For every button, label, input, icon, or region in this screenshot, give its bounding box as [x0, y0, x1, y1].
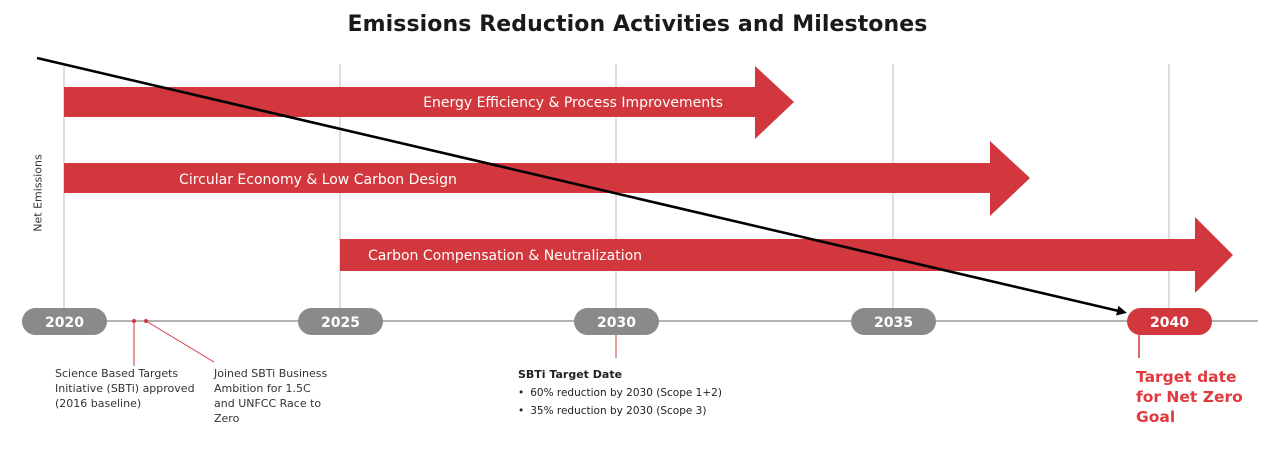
year-pill-2040: 2040 — [1127, 308, 1212, 335]
year-pill-2030: 2030 — [574, 308, 659, 335]
sbti-target-item: 60% reduction by 2030 (Scope 1+2) — [518, 384, 722, 402]
milestone-note-sbti-target: SBTi Target Date 60% reduction by 2030 (… — [518, 366, 722, 420]
activity-arrow-energy-efficiency: Energy Efficiency & Process Improvements — [64, 66, 794, 139]
activity-label-carbon-compensation: Carbon Compensation & Neutralization — [368, 248, 642, 264]
activity-arrow-carbon-compensation: Carbon Compensation & Neutralization — [340, 217, 1233, 293]
year-pill-2020: 2020 — [22, 308, 107, 335]
sbti-target-heading: SBTi Target Date — [518, 368, 623, 381]
year-label-2025: 2025 — [321, 315, 360, 331]
net-emissions-trend-line — [36, 56, 1127, 316]
year-label-2035: 2035 — [874, 315, 913, 331]
year-pill-2035: 2035 — [851, 308, 936, 335]
sbti-target-list: 60% reduction by 2030 (Scope 1+2) 35% re… — [518, 384, 722, 420]
activity-label-energy-efficiency: Energy Efficiency & Process Improvements — [423, 95, 723, 111]
activity-label-circular-economy: Circular Economy & Low Carbon Design — [179, 172, 457, 188]
year-label-2040: 2040 — [1150, 315, 1189, 331]
year-label-2030: 2030 — [597, 315, 636, 331]
year-pill-2025: 2025 — [298, 308, 383, 335]
diagram-title: Emissions Reduction Activities and Miles… — [347, 12, 928, 37]
sbti-target-item: 35% reduction by 2030 (Scope 3) — [518, 402, 722, 420]
year-label-2020: 2020 — [45, 315, 84, 331]
milestone-note-sbti-joined: Joined SBTi Business Ambition for 1.5C a… — [214, 367, 328, 425]
milestone-leader-sbti-joined — [145, 320, 215, 363]
net-zero-target-note: Target date for Net Zero Goal — [1136, 368, 1243, 426]
milestone-note-sbti-approved: Science Based Targets Initiative (SBTi) … — [55, 367, 195, 410]
